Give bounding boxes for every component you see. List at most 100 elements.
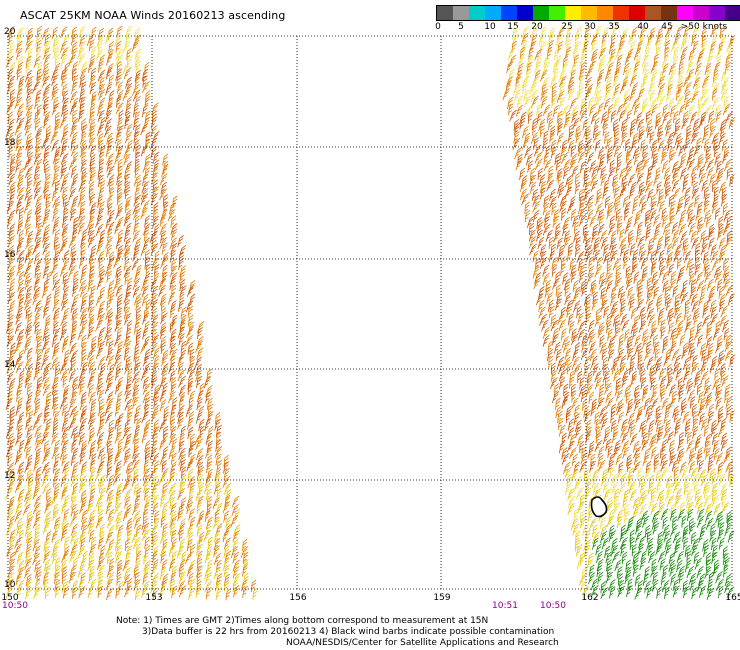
wind-barb xyxy=(661,397,669,410)
wind-barb xyxy=(34,258,43,271)
wind-barb xyxy=(688,572,697,585)
wind-barb xyxy=(61,566,68,579)
wind-barb xyxy=(232,530,240,543)
wind-barb xyxy=(53,461,59,474)
wind-barb xyxy=(134,342,140,356)
wind-barb xyxy=(89,258,95,271)
wind-barb xyxy=(53,251,60,265)
wind-barb xyxy=(583,355,592,368)
wind-barb xyxy=(98,97,106,110)
wind-barb xyxy=(704,62,712,76)
wind-barb xyxy=(51,382,59,396)
wind-barb xyxy=(638,489,647,502)
wind-barb xyxy=(172,397,178,410)
wind-barb xyxy=(606,312,612,325)
wind-barb xyxy=(684,250,692,263)
wind-barb xyxy=(590,578,599,591)
wind-barb xyxy=(644,47,651,61)
wind-barb xyxy=(95,319,104,332)
wind-barb xyxy=(688,335,694,349)
wind-barb xyxy=(602,26,609,40)
wind-barb xyxy=(105,216,112,229)
wind-barb xyxy=(668,263,675,276)
wind-barb xyxy=(143,552,149,565)
wind-barb xyxy=(716,160,722,174)
wind-barb xyxy=(676,559,683,573)
wind-barb xyxy=(160,468,169,481)
wind-barb xyxy=(72,228,78,242)
wind-barb xyxy=(598,459,606,472)
wind-barb xyxy=(596,397,605,410)
wind-barb xyxy=(595,202,603,216)
wind-barb xyxy=(724,340,733,353)
wind-barb xyxy=(115,68,123,81)
wind-barb xyxy=(242,585,249,598)
wind-barb xyxy=(637,580,644,593)
wind-barb xyxy=(513,119,520,132)
wind-barb xyxy=(186,326,194,339)
wind-barb xyxy=(127,277,133,290)
wind-barb xyxy=(631,370,637,384)
wind-barb xyxy=(126,139,133,153)
wind-barb xyxy=(722,546,728,559)
wind-barb xyxy=(569,447,577,459)
wind-barb xyxy=(721,502,730,515)
wind-barb xyxy=(579,54,587,67)
wind-barb xyxy=(122,480,130,493)
wind-barb xyxy=(586,376,593,389)
wind-barb xyxy=(81,334,87,348)
wind-barb xyxy=(543,215,551,229)
wind-barb xyxy=(520,175,528,188)
wind-barb xyxy=(127,523,133,536)
wind-barb xyxy=(651,579,659,592)
wind-barb xyxy=(79,67,88,80)
wind-barb xyxy=(677,438,685,452)
wind-barb xyxy=(115,551,123,564)
wind-barb xyxy=(600,587,609,599)
wind-barb xyxy=(123,335,131,348)
wind-barb xyxy=(616,222,623,235)
wind-barb xyxy=(232,579,238,593)
wind-barb xyxy=(644,68,650,82)
wind-barb xyxy=(215,523,223,536)
wind-barb xyxy=(142,75,148,88)
wind-barb xyxy=(61,426,70,439)
wind-barb xyxy=(104,382,113,395)
wind-barb xyxy=(44,186,50,199)
wind-barb xyxy=(117,376,124,390)
wind-barb xyxy=(671,39,679,53)
wind-barb xyxy=(614,130,620,143)
wind-barb xyxy=(96,579,104,592)
wind-barb xyxy=(644,580,652,593)
wind-barb xyxy=(651,558,657,572)
wind-barb xyxy=(7,291,16,304)
wind-barb xyxy=(79,75,86,88)
wind-barb xyxy=(7,245,15,258)
wind-barb xyxy=(513,131,520,144)
wind-barb xyxy=(71,580,79,593)
wind-barb xyxy=(172,195,178,209)
wind-barb xyxy=(24,117,32,131)
wind-barb xyxy=(178,244,187,258)
wind-barb xyxy=(696,433,702,447)
wind-barb xyxy=(549,75,557,88)
wind-barb xyxy=(716,452,724,465)
wind-barb xyxy=(116,60,122,74)
wind-barb xyxy=(7,166,16,179)
wind-barb xyxy=(561,452,570,465)
wind-barb xyxy=(532,250,539,263)
wind-barb xyxy=(681,347,689,360)
wind-barb xyxy=(595,95,602,108)
wind-barb xyxy=(538,118,546,131)
wind-barb xyxy=(668,322,674,335)
wind-barb xyxy=(9,342,16,355)
wind-barb xyxy=(187,377,194,390)
wind-barb xyxy=(609,159,615,172)
wind-barb xyxy=(149,447,158,461)
wind-barb xyxy=(97,313,106,326)
wind-barb xyxy=(677,195,684,209)
wind-barb xyxy=(72,461,79,474)
wind-barb xyxy=(673,125,681,138)
wind-barb xyxy=(638,125,644,139)
wind-barb xyxy=(562,55,569,68)
